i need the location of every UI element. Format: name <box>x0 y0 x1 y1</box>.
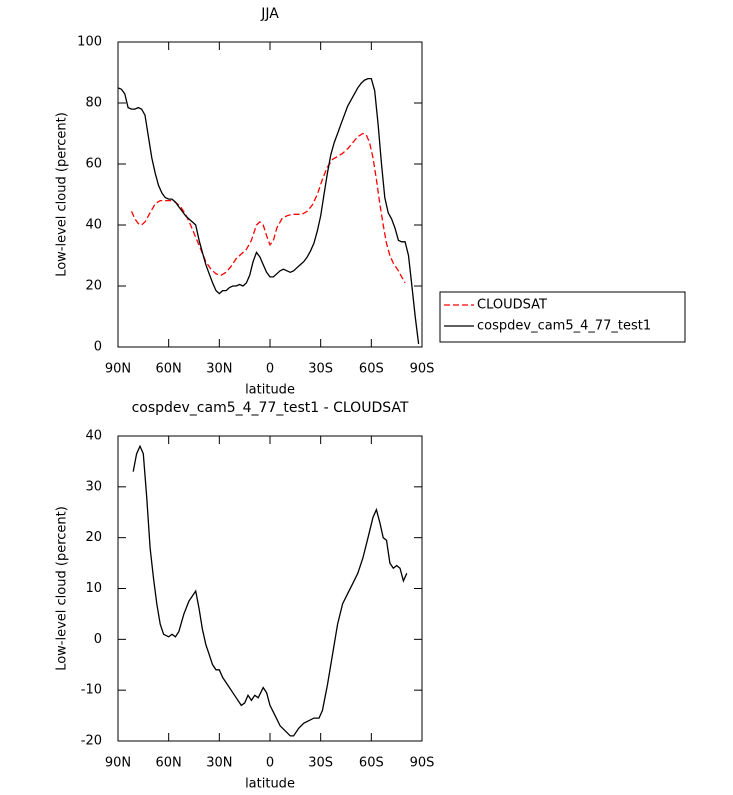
x-tick-label: 90N <box>105 756 131 771</box>
x-axis-label: latitude <box>245 383 295 398</box>
x-tick-label: 60S <box>359 362 384 377</box>
x-tick-label: 90S <box>410 756 435 771</box>
x-tick-label: 60N <box>156 362 182 377</box>
y-tick-label: 40 <box>85 429 102 444</box>
y-tick-label: 10 <box>85 581 102 596</box>
y-tick-label: -20 <box>81 734 102 749</box>
x-tick-label: 60S <box>359 756 384 771</box>
x-tick-label: 60N <box>156 756 182 771</box>
y-tick-label: 100 <box>77 35 102 50</box>
x-tick-label: 30S <box>308 756 333 771</box>
y-axis-label: Low-level cloud (percent) <box>55 506 70 671</box>
y-tick-label: 60 <box>85 157 102 172</box>
y-tick-label: 0 <box>94 340 102 355</box>
y-tick-label: 80 <box>85 96 102 111</box>
x-tick-label: 0 <box>266 362 274 377</box>
x-tick-label: 30N <box>206 362 232 377</box>
x-tick-label: 0 <box>266 756 274 771</box>
y-tick-label: 30 <box>85 479 102 494</box>
data-line <box>130 132 406 284</box>
legend-label: cospdev_cam5_4_77_test1 <box>477 319 651 334</box>
y-tick-label: 20 <box>85 530 102 545</box>
x-tick-label: 30N <box>206 756 232 771</box>
x-axis-label: latitude <box>245 777 295 792</box>
data-line <box>132 444 408 737</box>
y-tick-label: 20 <box>85 279 102 294</box>
y-axis-label: Low-level cloud (percent) <box>55 112 70 277</box>
chart-title: cospdev_cam5_4_77_test1 - CLOUDSAT <box>132 400 409 416</box>
y-tick-label: -10 <box>81 683 102 698</box>
x-tick-label: 30S <box>308 362 333 377</box>
chart-title: JJA <box>260 6 279 22</box>
legend-label: CLOUDSAT <box>477 298 547 313</box>
legend-box <box>439 291 686 343</box>
x-tick-label: 90N <box>105 362 131 377</box>
plot-frame <box>117 41 423 348</box>
x-tick-label: 90S <box>410 362 435 377</box>
data-line <box>117 77 420 344</box>
y-tick-label: 0 <box>94 632 102 647</box>
y-tick-label: 40 <box>85 218 102 233</box>
plot-frame <box>117 435 423 742</box>
